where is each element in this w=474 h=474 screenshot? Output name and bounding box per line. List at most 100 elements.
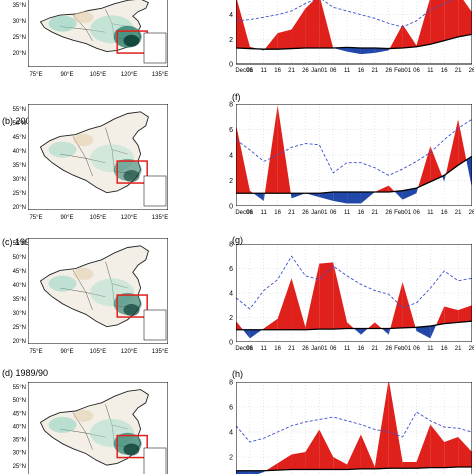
y-tick-label: 4 [229,291,233,298]
y-tick-label: 6 [229,266,233,273]
climatology-line [236,320,472,331]
anomaly-fill [374,322,382,329]
anomaly-positive-fill [458,305,472,323]
y-tick-label: 4 [229,430,233,437]
date-tick-label: 21 [288,68,295,74]
anomaly-fill [249,329,263,339]
date-tick-label: 16 [441,68,448,74]
province-border [59,428,87,434]
date-tick-label: 21 [371,210,378,216]
province-border [85,433,93,450]
y-tick-label: 0 [229,204,233,211]
lon-tick-label: 120°E [121,349,137,355]
study-region-box [116,294,148,318]
date-tick-label: 06 [330,346,337,352]
date-tick-label: 26 [385,210,392,216]
lat-tick-label: 30°N [13,311,26,317]
date-tick-label: 06 [413,346,420,352]
lat-tick-label: 30°N [13,451,26,457]
anomaly-fill [236,321,243,330]
date-tick-label: 21 [371,346,378,352]
y-tick-label: 8 [229,102,233,109]
anomaly-negative-fill [236,470,250,474]
shading-core [123,170,140,182]
anomaly-positive-fill [263,318,278,330]
shading-core [123,443,140,456]
shading-tan [73,409,94,422]
date-tick-label: Feb01 [394,68,412,74]
anomaly-negative-fill [347,191,361,204]
y-tick-label: 2 [229,455,233,462]
date-tick-label: 16 [274,68,281,74]
lon-tick-label: 135°E [152,349,168,355]
y-tick-label: 0 [229,62,233,69]
province-border [85,158,93,177]
lat-tick-label: 25°N [13,464,26,470]
map-panel-label-d: (d) 1989/90 [2,368,48,378]
figure-row-2002-03: (b) 2002/03 (f) 55°N 50°N 45°N 40°N 35°N 30°N… [2,92,474,221]
anomaly-fill [265,463,278,471]
date-tick-label: Feb01 [394,346,412,352]
date-tick-label: 06 [330,210,337,216]
south-china-sea-inset [143,447,167,474]
anomaly-positive-fill [374,382,389,469]
anomaly-positive-fill [444,0,459,41]
south-china-sea-inset [143,32,167,64]
date-tick-label: 16 [358,68,365,74]
anomaly-positive-fill [305,0,320,48]
figure-row-1997-98: (c) 1997/98 (g) 55°N 50°N 45°N 40°N 35°N 30°N… [2,235,474,355]
date-tick-label: 21 [455,346,462,352]
lat-tick-label: 30°N [13,177,26,183]
anomaly-positive-fill [360,434,375,469]
lon-tick-label: 75°E [29,72,42,78]
date-tick-label: 11 [344,68,351,74]
shading-core [123,304,140,316]
anomaly-negative-fill [319,191,334,201]
study-region-box [116,160,148,184]
lon-tick-label: 90°E [60,349,73,355]
anomaly-positive-fill [458,437,472,467]
lat-tick-label: 25°N [13,325,26,331]
date-tick-label: 21 [288,210,295,216]
lat-tick-label: 50°N [13,121,26,127]
date-tick-label: 06 [413,210,420,216]
map-panel-label-c: (c) 1997/98 [2,237,48,247]
threshold-dashed-line [236,0,454,28]
anomaly-fill [445,119,459,175]
lat-tick-label: 35°N [13,297,26,303]
anomaly-fill [458,119,467,166]
lat-tick-label: 20°N [13,205,26,211]
lon-tick-label: 75°E [29,215,42,221]
date-tick-label: 06 [247,68,254,74]
anomaly-fill [415,327,417,331]
date-tick-label: 16 [274,210,281,216]
lat-tick-label: 20°N [13,339,26,345]
anomaly-fill [367,322,375,329]
figure-row-1989-90: (d) 1989/90 (h) 55°N 50°N 45°N 40°N 35°N 30°N… [2,368,472,474]
lon-tick-label: 135°E [152,215,168,221]
lon-tick-label: 105°E [90,349,106,355]
y-tick-label: 6 [229,405,233,412]
lat-tick-label: 25°N [13,35,26,41]
y-tick-label: 8 [229,242,233,249]
date-tick-label: 16 [358,210,365,216]
date-tick-label: Dec01 [235,68,253,74]
lon-tick-label: 90°E [60,215,73,221]
y-tick-label: 6 [229,127,233,134]
lat-tick-label: 35°N [13,163,26,169]
study-region-box [116,434,148,459]
anomaly-fill [263,193,265,201]
anomaly-fill [354,328,361,335]
anomaly-positive-fill [277,29,292,50]
anomaly-positive-fill [402,24,417,48]
date-tick-label: 16 [441,346,448,352]
date-tick-label: Dec01 [235,346,253,352]
anomaly-fill [381,328,389,335]
anomaly-negative-fill [374,47,389,53]
date-tick-label: 21 [455,68,462,74]
anomaly-negative-fill [291,193,306,199]
lon-tick-label: 90°E [60,72,73,78]
south-china-sea-inset [143,309,167,341]
date-tick-label: 26 [385,68,392,74]
